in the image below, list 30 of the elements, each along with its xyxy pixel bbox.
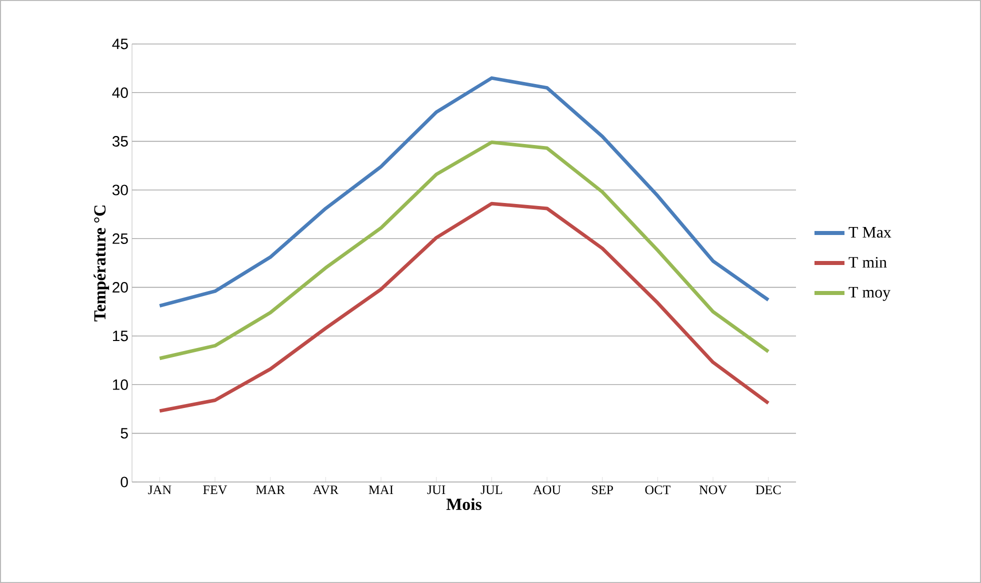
x-tick-label: DEC — [756, 486, 781, 494]
x-tick-label: JUL — [480, 486, 502, 494]
y-tick-label: 20 — [112, 282, 128, 293]
y-tick-label: 35 — [112, 136, 128, 147]
line-series — [158, 140, 770, 360]
legend-label: T Max — [848, 227, 892, 238]
line-series — [158, 76, 770, 308]
x-tick-label: NOV — [699, 486, 727, 494]
y-axis-title: Température °C — [94, 206, 110, 322]
x-tick-label: JUI — [427, 486, 446, 494]
x-tick-label: FEV — [203, 486, 228, 494]
y-tick-label: 0 — [120, 476, 128, 488]
x-tick-label: OCT — [645, 486, 670, 494]
y-tick-label: 25 — [112, 233, 128, 244]
x-tick-label: SEP — [592, 486, 613, 494]
y-tick-label: 30 — [112, 184, 128, 196]
y-tick-label: 45 — [112, 38, 128, 50]
x-tick-label: AOU — [533, 486, 561, 494]
y-tick-label: 10 — [113, 379, 128, 390]
legend-label: T moy — [848, 286, 890, 301]
x-tick-label: MAI — [368, 486, 394, 494]
x-axis-title: Mois — [446, 498, 482, 510]
line-series — [158, 202, 770, 413]
x-tick-label: AVR — [312, 486, 339, 494]
legend-label: T min — [848, 256, 887, 268]
x-tick-label: JAN — [148, 486, 172, 494]
y-tick-label: 40 — [112, 87, 128, 98]
y-tick-label: 5 — [120, 428, 128, 439]
x-tick-label: MAR — [256, 486, 286, 494]
y-tick-label: 15 — [113, 330, 128, 342]
